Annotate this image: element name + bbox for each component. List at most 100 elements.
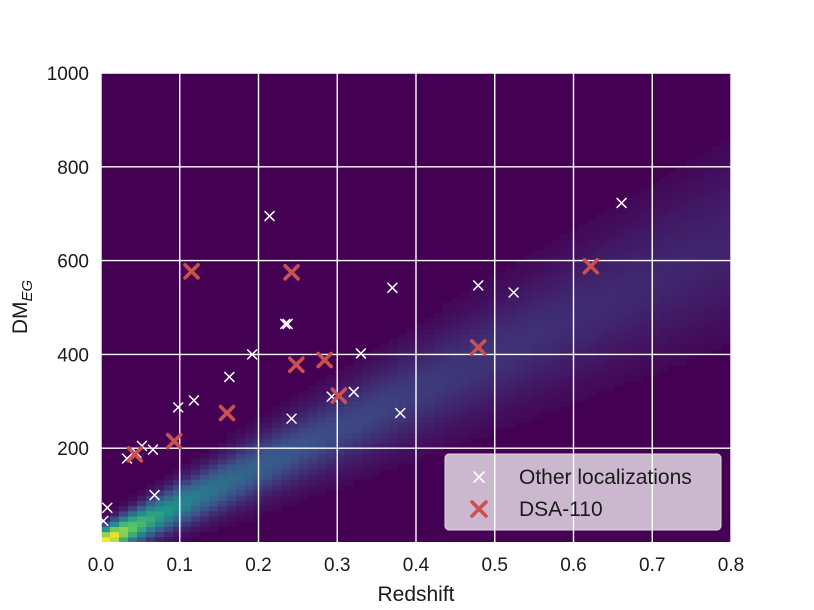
heatmap-cell [407, 401, 417, 408]
heatmap-cell [650, 281, 660, 288]
heatmap-cell [146, 500, 156, 507]
heatmap-cell [479, 401, 489, 408]
heatmap-cell [632, 297, 642, 303]
heatmap-cell [344, 416, 354, 423]
heatmap-cell [362, 364, 372, 371]
heatmap-cell [533, 271, 543, 277]
heatmap-cell [623, 359, 633, 366]
heatmap-cell [128, 505, 138, 512]
heatmap-cell [713, 182, 723, 189]
heatmap-cell [704, 317, 714, 324]
heatmap-cell [650, 239, 660, 246]
x-tick-label: 0.7 [639, 555, 665, 576]
heatmap-cell [290, 453, 300, 460]
heatmap-cell [353, 380, 363, 387]
heatmap-cell [173, 536, 183, 542]
heatmap-cell [416, 349, 426, 355]
heatmap-cell [173, 531, 183, 538]
heatmap-cell [686, 281, 696, 288]
heatmap-cell [407, 458, 417, 465]
heatmap-cell [488, 276, 498, 283]
heatmap-cell [371, 375, 381, 382]
heatmap-cell [542, 255, 552, 262]
heatmap-cell [434, 364, 444, 371]
heatmap-cell [398, 401, 408, 408]
heatmap-cell [479, 343, 489, 350]
heatmap-cell [668, 224, 678, 230]
heatmap-cell [506, 297, 516, 303]
heatmap-cell [299, 406, 309, 413]
heatmap-cell [398, 380, 408, 387]
heatmap-cell [272, 437, 282, 444]
heatmap-cell [362, 463, 372, 470]
data-point-other [282, 318, 293, 330]
heatmap-cell [632, 281, 642, 288]
heatmap-cell [452, 349, 462, 355]
heatmap-cell [722, 156, 731, 163]
heatmap-cell [452, 427, 462, 434]
heatmap-cell [344, 474, 354, 481]
heatmap-cell [605, 297, 615, 303]
heatmap-cell [389, 448, 399, 455]
heatmap-cell [560, 343, 570, 350]
heatmap-cell [515, 359, 525, 366]
heatmap-cell [542, 276, 552, 283]
heatmap-cell [605, 213, 615, 220]
heatmap-cell [713, 208, 723, 215]
heatmap-cell [263, 505, 273, 512]
y-tick-label: 800 [57, 158, 89, 179]
heatmap-cell [389, 422, 399, 428]
heatmap-cell [542, 333, 552, 340]
heatmap-cell [713, 234, 723, 241]
heatmap-cell [605, 281, 615, 288]
heatmap-cell [452, 422, 462, 428]
heatmap-cell [623, 265, 633, 272]
heatmap-cell [227, 500, 237, 507]
heatmap-cell [443, 422, 453, 428]
heatmap-cell [578, 312, 588, 319]
heatmap-cell [344, 442, 354, 449]
heatmap-cell [704, 333, 714, 340]
heatmap-cell [677, 281, 687, 288]
heatmap-cell [398, 333, 408, 340]
heatmap-cell [713, 156, 723, 163]
heatmap-cell [479, 333, 489, 340]
heatmap-cell [488, 307, 498, 314]
heatmap-cell [290, 442, 300, 449]
heatmap-cell [263, 432, 273, 439]
heatmap-cell [623, 224, 633, 230]
heatmap-cell [425, 354, 435, 361]
heatmap-cell [326, 442, 336, 449]
heatmap-cell [587, 385, 597, 392]
heatmap-cell [578, 224, 588, 230]
heatmap-cell [434, 333, 444, 340]
heatmap-cell [533, 307, 543, 314]
heatmap-cell [434, 312, 444, 319]
heatmap-cell [632, 271, 642, 277]
data-point-other [102, 502, 113, 514]
heatmap-cell [695, 224, 705, 230]
heatmap-cell [713, 244, 723, 251]
heatmap-cell [380, 448, 390, 455]
heatmap-cell [407, 453, 417, 460]
heatmap-cell [371, 396, 381, 402]
heatmap-cell [353, 411, 363, 418]
heatmap-cell [164, 531, 174, 538]
heatmap-cell [434, 442, 444, 449]
heatmap-cell [353, 406, 363, 413]
heatmap-cell [317, 406, 327, 413]
heatmap-cell [227, 469, 237, 475]
heatmap-cell [614, 271, 624, 277]
heatmap-cell [209, 515, 219, 522]
heatmap-cell [227, 489, 237, 496]
heatmap-cell [362, 427, 372, 434]
heatmap-cell [578, 244, 588, 251]
heatmap-cell [119, 510, 129, 517]
heatmap-cell [200, 484, 210, 491]
heatmap-cell [407, 437, 417, 444]
heatmap-cell [407, 349, 417, 355]
heatmap-cell [299, 416, 309, 423]
heatmap-cell [137, 515, 147, 522]
heatmap-cell [578, 271, 588, 277]
heatmap-cell [470, 364, 480, 371]
